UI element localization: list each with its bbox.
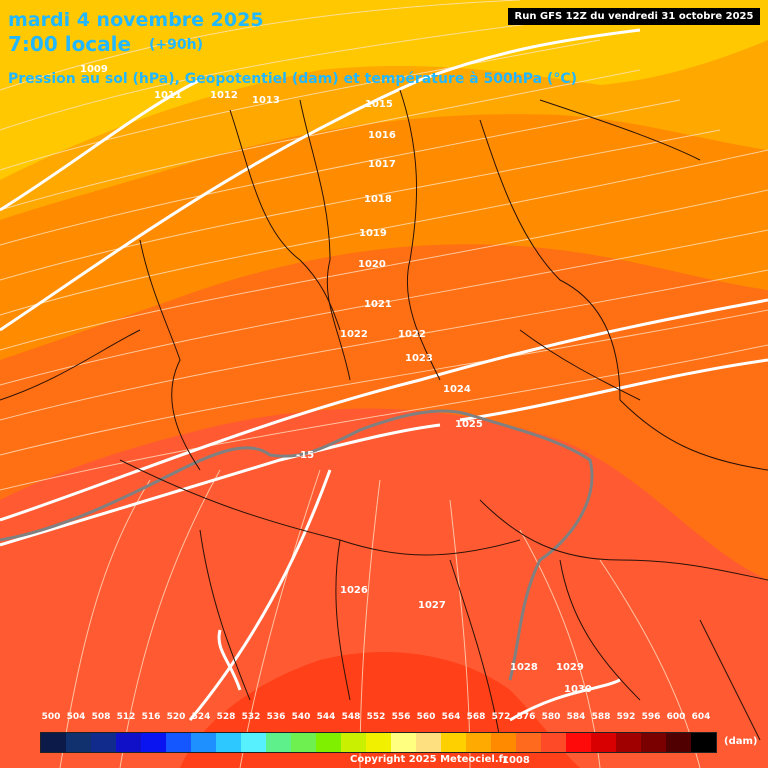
pressure-label: 1023 — [405, 353, 433, 364]
pressure-label: 1026 — [340, 585, 368, 596]
legend-swatch — [416, 733, 441, 752]
pressure-label: 1021 — [364, 299, 392, 310]
legend-swatch — [516, 733, 541, 752]
pressure-label: 1030 — [564, 684, 592, 695]
lead-time: (+90h) — [149, 37, 203, 53]
borders — [0, 89, 768, 741]
geopotential-contours — [0, 28, 768, 722]
band-556 — [0, 0, 768, 180]
legend-value: 592 — [616, 712, 636, 722]
forecast-date: mardi 4 novembre 2025 — [8, 9, 264, 31]
pressure-label: 1018 — [364, 194, 392, 205]
pressure-label: 1022 — [398, 329, 426, 340]
legend-swatch — [316, 733, 341, 752]
legend-swatch — [66, 733, 91, 752]
legend-value: 600 — [666, 712, 686, 722]
legend-value: 544 — [316, 712, 336, 722]
legend-value: 508 — [91, 712, 111, 722]
pressure-label: 1022 — [340, 329, 368, 340]
legend-value: 596 — [641, 712, 661, 722]
legend-swatch — [666, 733, 691, 752]
legend-value: 572 — [491, 712, 511, 722]
legend-value: 516 — [141, 712, 161, 722]
legend-swatch — [366, 733, 391, 752]
legend-value: 536 — [266, 712, 286, 722]
isotherm-minus15 — [0, 409, 594, 681]
legend-value: 604 — [691, 712, 711, 722]
legend-value: 520 — [166, 712, 186, 722]
legend-swatch — [566, 733, 591, 752]
legend-labels: 500 504 508 512 516 520 524 528 532 536 540 544 548 5… — [40, 712, 716, 728]
legend-value: 548 — [341, 712, 361, 722]
legend-value: 512 — [116, 712, 136, 722]
pressure-label: 1020 — [358, 259, 386, 270]
pressure-label: 1019 — [359, 228, 387, 239]
legend-value: 524 — [191, 712, 211, 722]
pressure-label: 1013 — [252, 95, 280, 106]
legend-swatch — [616, 733, 641, 752]
legend-value: 500 — [41, 712, 61, 722]
run-info: Run GFS 12Z du vendredi 31 octobre 2025 — [508, 8, 760, 25]
pressure-label: 1011 — [154, 90, 182, 101]
pressure-label: 1024 — [443, 384, 471, 395]
legend-swatch — [441, 733, 466, 752]
pressure-label: 1017 — [368, 159, 396, 170]
legend-value: 568 — [466, 712, 486, 722]
legend-value: 584 — [566, 712, 586, 722]
pressure-label: 1012 — [210, 90, 238, 101]
legend-value: 564 — [441, 712, 461, 722]
map-subtitle: Pression au sol (hPa), Geopotentiel (dam… — [8, 71, 577, 87]
legend-swatch — [266, 733, 291, 752]
legend-swatch — [466, 733, 491, 752]
copyright: Copyright 2025 Meteociel.fr — [350, 754, 508, 765]
legend-swatch — [91, 733, 116, 752]
legend-swatch — [291, 733, 316, 752]
legend-value: 560 — [416, 712, 436, 722]
pressure-label: 1016 — [368, 130, 396, 141]
legend-swatch — [391, 733, 416, 752]
pressure-labels: 1009 1011 1012 1013 1015 1016 1017 1018 … — [80, 64, 592, 766]
legend-bar — [40, 732, 717, 753]
isotherm-label: -15 — [296, 450, 314, 461]
pressure-label: 1029 — [556, 662, 584, 673]
legend-swatch — [191, 733, 216, 752]
legend-swatch — [241, 733, 266, 752]
legend-swatch — [691, 733, 716, 752]
legend-swatch — [341, 733, 366, 752]
legend-value: 556 — [391, 712, 411, 722]
color-legend: 500 504 508 512 516 520 524 528 532 536 540 544 548 5… — [40, 712, 717, 753]
legend-swatch — [216, 733, 241, 752]
forecast-time: 7:00 locale — [8, 32, 131, 56]
legend-value: 576 — [516, 712, 536, 722]
legend-value: 540 — [291, 712, 311, 722]
pressure-label: 1028 — [510, 662, 538, 673]
legend-value: 504 — [66, 712, 86, 722]
legend-value: 588 — [591, 712, 611, 722]
pressure-label: 1025 — [455, 419, 483, 430]
pressure-label: 1009 — [80, 64, 108, 75]
legend-value: 552 — [366, 712, 386, 722]
legend-swatch — [591, 733, 616, 752]
legend-swatch — [141, 733, 166, 752]
legend-value: 580 — [541, 712, 561, 722]
legend-swatch — [491, 733, 516, 752]
legend-swatch — [166, 733, 191, 752]
legend-swatch — [641, 733, 666, 752]
legend-unit: (dam) — [724, 736, 758, 747]
pressure-label: 1027 — [418, 600, 446, 611]
pressure-label: 1008 — [502, 755, 530, 766]
legend-value: 532 — [241, 712, 261, 722]
legend-swatch — [116, 733, 141, 752]
pressure-label: 1015 — [365, 99, 393, 110]
legend-value: 528 — [216, 712, 236, 722]
legend-swatch — [41, 733, 66, 752]
legend-swatch — [541, 733, 566, 752]
